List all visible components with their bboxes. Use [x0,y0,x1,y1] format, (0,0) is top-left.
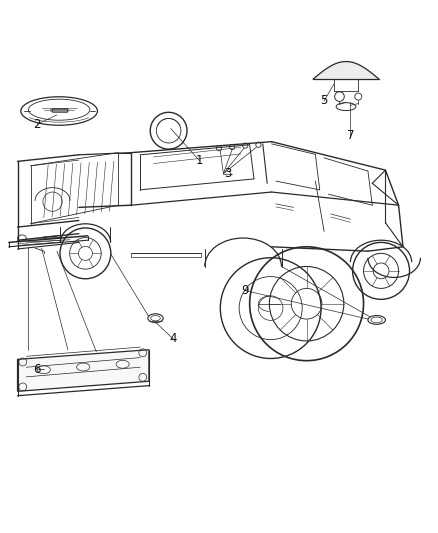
Text: 6: 6 [33,363,41,376]
Text: 1: 1 [195,154,203,167]
Text: 3: 3 [224,167,231,180]
Text: 5: 5 [321,94,328,108]
Text: 2: 2 [33,118,41,131]
Text: 7: 7 [346,130,354,142]
Text: 9: 9 [241,284,249,297]
Text: 4: 4 [169,332,177,345]
Polygon shape [18,350,149,391]
